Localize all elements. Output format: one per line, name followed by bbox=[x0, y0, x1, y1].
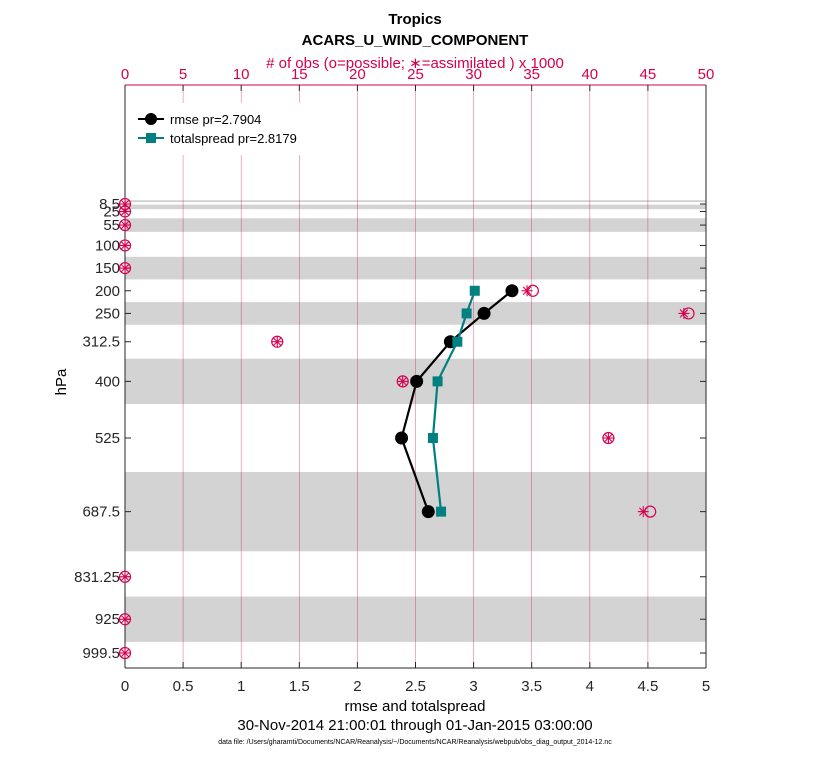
totalspread-point bbox=[436, 506, 447, 517]
rmse-point bbox=[477, 306, 491, 320]
x-tick-label: 4 bbox=[586, 678, 594, 695]
asterisk-stroke bbox=[120, 648, 130, 658]
x-axis-label: rmse and totalspread bbox=[345, 698, 486, 715]
top-tick-label: 50 bbox=[698, 66, 715, 83]
y-tick-label: 250 bbox=[95, 305, 120, 322]
x-tick-label: 1 bbox=[237, 678, 245, 695]
x-tick-label: 5 bbox=[702, 678, 710, 695]
asterisk-stroke bbox=[120, 263, 130, 273]
asterisk-stroke bbox=[120, 220, 130, 230]
rmse-point bbox=[505, 284, 519, 298]
asterisk-stroke bbox=[120, 615, 130, 624]
x-tick-label: 0.5 bbox=[173, 678, 194, 695]
chart-subtitle: ACARS_U_WIND_COMPONENT bbox=[302, 32, 529, 49]
chart-title: Tropics bbox=[388, 11, 441, 28]
y-tick-label: 687.5 bbox=[82, 504, 120, 521]
obs-assimilated-marker bbox=[521, 285, 533, 297]
y-tick-label: 831.25 bbox=[74, 569, 120, 586]
rmse-point bbox=[395, 431, 409, 445]
obs-assimilated-marker bbox=[119, 647, 131, 659]
asterisk-stroke bbox=[120, 207, 130, 216]
obs-assimilated-marker bbox=[119, 219, 131, 231]
y-tick-label: 525 bbox=[95, 430, 120, 447]
top-tick-label: 40 bbox=[581, 66, 598, 83]
asterisk-stroke bbox=[120, 241, 130, 250]
totalspread-point bbox=[469, 285, 480, 296]
legend-rmse-label: rmse pr=2.7904 bbox=[170, 112, 261, 127]
y-tick-label: 100 bbox=[95, 237, 120, 254]
legend-box bbox=[130, 103, 320, 155]
x-tick-label: 4.5 bbox=[637, 678, 658, 695]
time-range: 30-Nov-2014 21:00:01 through 01-Jan-2015… bbox=[237, 717, 592, 734]
obs-assimilated-marker bbox=[271, 336, 283, 348]
y-axis-label: hPa bbox=[53, 368, 70, 395]
asterisk-stroke bbox=[120, 572, 130, 582]
asterisk-stroke bbox=[272, 337, 282, 346]
y-tick-label: 925 bbox=[95, 611, 120, 628]
data-file-note: data file: /Users/gharamti/Documents/NCA… bbox=[218, 739, 612, 746]
top-tick-label: 10 bbox=[233, 66, 250, 83]
top-tick-label: 0 bbox=[121, 66, 129, 83]
asterisk-stroke bbox=[522, 286, 532, 296]
y-tick-label: 8.5 bbox=[99, 196, 120, 213]
legend-rmse-marker bbox=[145, 113, 157, 125]
totalspread-point bbox=[461, 308, 472, 319]
totalspread-point bbox=[432, 376, 443, 387]
obs-assimilated-marker bbox=[397, 375, 409, 387]
obs-assimilated-marker bbox=[119, 205, 131, 217]
data-series bbox=[395, 284, 519, 519]
y-tick-label: 150 bbox=[95, 260, 120, 277]
asterisk-stroke bbox=[679, 309, 689, 318]
top-tick-label: 25 bbox=[407, 66, 424, 83]
top-tick-label: 20 bbox=[349, 66, 366, 83]
asterisk-stroke bbox=[639, 507, 648, 516]
y-tick-label: 55 bbox=[103, 217, 120, 234]
y-tick-label: 999.5 bbox=[82, 645, 120, 662]
legend-spread-marker bbox=[146, 133, 156, 143]
obs-count-markers bbox=[118, 197, 695, 660]
legend-spread-label: totalspread pr=2.8179 bbox=[170, 131, 297, 146]
totalspread-point bbox=[427, 433, 438, 444]
x-tick-label: 0 bbox=[121, 678, 129, 695]
obs-assimilated-marker bbox=[119, 239, 131, 251]
x-tick-label: 2.5 bbox=[405, 678, 426, 695]
totalspread-point bbox=[452, 336, 463, 347]
y-tick-label: 200 bbox=[95, 283, 120, 300]
y-tick-label: 312.5 bbox=[82, 334, 120, 351]
top-tick-label: 5 bbox=[179, 66, 187, 83]
x-tick-label: 2 bbox=[353, 678, 361, 695]
legend: rmse pr=2.7904 totalspread pr=2.8179 bbox=[130, 103, 320, 155]
y-tick-label: 400 bbox=[95, 373, 120, 390]
x-tick-label: 3 bbox=[469, 678, 477, 695]
top-tick-label: 35 bbox=[523, 66, 540, 83]
top-tick-label: 15 bbox=[291, 66, 308, 83]
top-axis-label: # of obs (o=possible; ∗=assimilated ) x … bbox=[266, 55, 564, 72]
obs-assimilated-marker bbox=[119, 613, 131, 625]
x-tick-label: 3.5 bbox=[521, 678, 542, 695]
x-tick-label: 1.5 bbox=[289, 678, 310, 695]
obs-assimilated-marker bbox=[119, 571, 131, 583]
top-tick-label: 45 bbox=[640, 66, 657, 83]
obs-assimilated-marker bbox=[637, 506, 649, 518]
asterisk-stroke bbox=[604, 433, 613, 443]
asterisk-stroke bbox=[398, 377, 407, 386]
rmse-point bbox=[421, 505, 435, 519]
top-tick-label: 30 bbox=[465, 66, 482, 83]
top-ticks: 0 5 10 15 20 25 30 35 40 45 50 bbox=[121, 66, 715, 83]
obs-assimilated-marker bbox=[119, 262, 131, 274]
obs-assimilated-marker bbox=[602, 432, 614, 444]
x-ticks: 0 0.5 1 1.5 2 2.5 3 3.5 4 4.5 5 bbox=[121, 85, 710, 695]
obs-assimilated-marker bbox=[678, 307, 690, 319]
rmse-point bbox=[410, 374, 424, 388]
y-tick-label: 25 bbox=[103, 203, 120, 220]
